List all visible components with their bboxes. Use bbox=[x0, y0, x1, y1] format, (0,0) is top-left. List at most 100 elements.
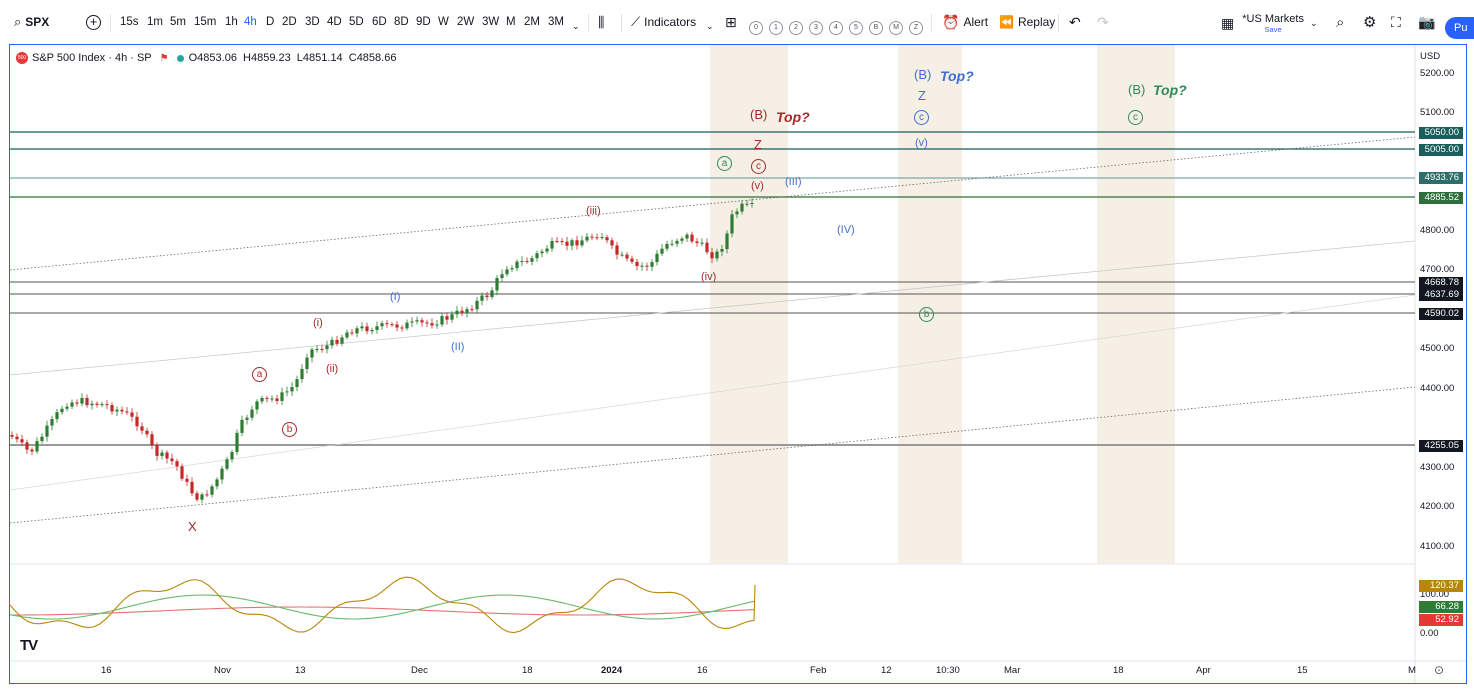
wave-label-I[interactable]: (I) bbox=[390, 291, 401, 303]
price-tick: 4500.00 bbox=[1420, 343, 1455, 354]
alert-button[interactable]: ⏰ Alert bbox=[942, 0, 988, 44]
template-M[interactable]: M bbox=[889, 21, 903, 35]
settings-button[interactable]: ⚙ bbox=[1363, 0, 1376, 44]
chevron-down-icon[interactable]: ⌄ bbox=[572, 21, 580, 31]
wave-label-b-green[interactable]: b bbox=[919, 307, 934, 322]
wave-label-IV[interactable]: (IV) bbox=[837, 224, 855, 236]
timeframe-1h[interactable]: 1h bbox=[225, 16, 238, 28]
template-2[interactable]: 2 bbox=[789, 21, 803, 35]
template-1[interactable]: 1 bbox=[769, 21, 783, 35]
wave-label-i[interactable]: (i) bbox=[313, 317, 323, 329]
chevron-down-icon[interactable]: ⌄ bbox=[706, 21, 714, 31]
price-tick: 5200.00 bbox=[1420, 68, 1455, 79]
chart-settings-icon[interactable]: ⊙ bbox=[1434, 663, 1445, 677]
wave-label-B-green[interactable]: (B) bbox=[1128, 82, 1146, 97]
currency-label[interactable]: USD bbox=[1420, 51, 1441, 62]
wave-label-iv[interactable]: (iv) bbox=[701, 271, 717, 283]
candle-body bbox=[120, 409, 124, 412]
wave-label-ii[interactable]: (ii) bbox=[326, 363, 339, 375]
quick-search-button[interactable]: ⌕ bbox=[1336, 0, 1344, 44]
wave-label-B[interactable]: (B) bbox=[750, 107, 768, 122]
template-5[interactable]: 5 bbox=[849, 21, 863, 35]
wave-label-II[interactable]: (II) bbox=[451, 341, 465, 353]
redo-button[interactable]: ↷ bbox=[1097, 0, 1109, 44]
snapshot-button[interactable]: 📷 bbox=[1418, 0, 1435, 44]
top-question-label-blue[interactable]: Top? bbox=[940, 68, 974, 84]
top-question-label[interactable]: Top? bbox=[776, 109, 810, 125]
template-B[interactable]: B bbox=[869, 21, 883, 35]
chart-type-button[interactable]: ⫼ bbox=[598, 0, 604, 44]
template-4[interactable]: 4 bbox=[829, 21, 843, 35]
wave-label-c[interactable]: c bbox=[751, 159, 766, 174]
template-3[interactable]: 3 bbox=[809, 21, 823, 35]
wave-label-Z[interactable]: Z bbox=[754, 137, 762, 152]
layouts-button[interactable]: ⊞ bbox=[725, 0, 737, 44]
wave-label-iii[interactable]: (iii) bbox=[586, 205, 601, 217]
timeframe-M[interactable]: M bbox=[506, 16, 516, 28]
timeframe-3D[interactable]: 3D bbox=[305, 16, 320, 28]
osc-tag-52: 52.92 bbox=[1419, 614, 1463, 626]
template-0[interactable]: 0 bbox=[749, 21, 763, 35]
time-tick: 13 bbox=[295, 665, 306, 676]
timeframe-D[interactable]: D bbox=[266, 16, 275, 28]
wave-label-a[interactable]: a bbox=[252, 367, 267, 382]
candle-body bbox=[505, 269, 509, 275]
price-chart[interactable] bbox=[10, 45, 1467, 684]
publish-button[interactable]: Pu bbox=[1445, 17, 1474, 39]
timeframe-9D[interactable]: 9D bbox=[416, 16, 431, 28]
candle-body bbox=[355, 328, 359, 334]
wave-label-B-blue[interactable]: (B) bbox=[914, 67, 932, 82]
timeframe-4h[interactable]: 4h bbox=[244, 16, 257, 28]
timeframe-4D[interactable]: 4D bbox=[327, 16, 342, 28]
fullscreen-button[interactable]: ⛶ bbox=[1391, 0, 1401, 44]
wave-label-III[interactable]: (III) bbox=[785, 176, 802, 188]
wave-label-c-blue[interactable]: c bbox=[914, 110, 929, 125]
candle-body bbox=[365, 326, 369, 332]
symbol-search[interactable]: ⌕ SPX bbox=[14, 0, 49, 44]
candle-body bbox=[545, 248, 549, 252]
indicators-button[interactable]: ⟋ Indicators bbox=[631, 0, 696, 44]
open-value: O4853.06 bbox=[188, 52, 237, 64]
tradingview-logo[interactable]: TV bbox=[20, 637, 38, 654]
trend-line-mid bbox=[10, 240, 1416, 376]
chart-container[interactable]: 500 S&P 500 Index · 4h · SP ⚑ O4853.06 H… bbox=[9, 44, 1467, 684]
candle-body bbox=[530, 258, 534, 262]
timeframe-5m[interactable]: 5m bbox=[170, 16, 186, 28]
timeframe-2D[interactable]: 2D bbox=[282, 16, 297, 28]
wave-label-b[interactable]: b bbox=[282, 422, 297, 437]
timeframe-1m[interactable]: 1m bbox=[147, 16, 163, 28]
series-legend[interactable]: 500 S&P 500 Index · 4h · SP ⚑ O4853.06 H… bbox=[16, 50, 399, 66]
timeframe-W[interactable]: W bbox=[438, 16, 449, 28]
time-tick: 16 bbox=[101, 665, 112, 676]
wave-label-v[interactable]: (v) bbox=[751, 180, 764, 192]
template-Z[interactable]: Z bbox=[909, 21, 923, 35]
wave-label-v-blue[interactable]: (v) bbox=[915, 137, 928, 149]
top-question-label-green[interactable]: Top? bbox=[1153, 82, 1187, 98]
timeframe-3M[interactable]: 3M bbox=[548, 16, 564, 28]
timeframe-15s[interactable]: 15s bbox=[120, 16, 139, 28]
timeframe-6D[interactable]: 6D bbox=[372, 16, 387, 28]
candle-body bbox=[660, 248, 664, 254]
candle-body bbox=[50, 419, 54, 426]
candle-body bbox=[455, 310, 459, 315]
wave-label-a-green[interactable]: a bbox=[717, 156, 732, 171]
candle-body bbox=[565, 241, 569, 246]
flag-icon[interactable]: ⚑ bbox=[159, 52, 169, 64]
wave-label-c-green[interactable]: c bbox=[1128, 110, 1143, 125]
undo-button[interactable]: ↶ bbox=[1069, 0, 1081, 44]
wave-label-X[interactable]: X bbox=[188, 519, 197, 534]
timeframe-8D[interactable]: 8D bbox=[394, 16, 409, 28]
wave-label-Z-blue[interactable]: Z bbox=[918, 88, 926, 103]
divider bbox=[110, 14, 111, 32]
layout-menu-button[interactable]: ▦ *US Markets Save ⌄ bbox=[1221, 10, 1318, 36]
candle-body bbox=[285, 391, 289, 393]
timeframe-5D[interactable]: 5D bbox=[349, 16, 364, 28]
timeframe-2W[interactable]: 2W bbox=[457, 16, 475, 28]
timeframe-3W[interactable]: 3W bbox=[482, 16, 500, 28]
compare-add-button[interactable]: + bbox=[86, 0, 101, 44]
candle-body bbox=[525, 261, 529, 263]
timeframe-15m[interactable]: 15m bbox=[194, 16, 217, 28]
time-zone-shade bbox=[710, 45, 788, 563]
timeframe-2M[interactable]: 2M bbox=[524, 16, 540, 28]
replay-button[interactable]: ⏪ Replay bbox=[999, 0, 1055, 44]
